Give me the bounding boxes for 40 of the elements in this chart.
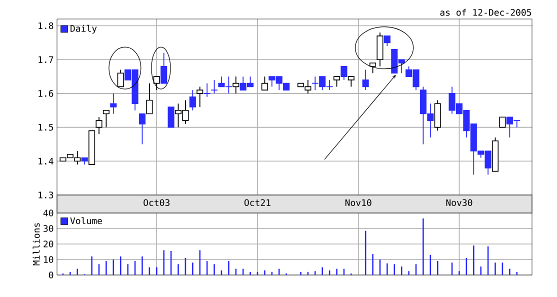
y-tick-label: 0 xyxy=(48,272,54,278)
y-tick-label: 20 xyxy=(44,240,54,248)
candlestick xyxy=(210,79,218,94)
x-tick-label: Oct21 xyxy=(244,199,270,206)
candlestick xyxy=(499,116,506,128)
y-axis-title: Millions xyxy=(32,223,40,266)
candlestick xyxy=(340,66,348,80)
candlestick xyxy=(384,35,390,47)
y-tick-label: 1.3 xyxy=(38,192,54,198)
candlestick xyxy=(146,82,153,114)
candlestick xyxy=(138,113,146,145)
candlestick xyxy=(196,86,204,108)
chart-subtitle: as of 12-Dec-2005 xyxy=(440,8,532,16)
candlestick xyxy=(160,52,168,84)
x-tick-label: Nov10 xyxy=(345,199,372,206)
candlestick xyxy=(96,116,102,135)
candlestick xyxy=(261,76,268,91)
x-tick-label: Nov30 xyxy=(446,199,472,206)
y-tick-label: 30 xyxy=(44,225,54,232)
candlestick xyxy=(333,76,340,88)
candlestick xyxy=(362,69,369,91)
candlestick xyxy=(102,110,110,128)
y-tick-label: 1.6 xyxy=(38,90,54,97)
candlestick xyxy=(203,82,211,98)
y-tick-label: 40 xyxy=(43,210,54,216)
candlestick xyxy=(434,100,441,132)
y-tick-label: 1.4 xyxy=(38,158,54,164)
candlestick xyxy=(232,76,240,94)
y-tick-label: 1.8 xyxy=(38,22,54,30)
x-tick-label: Oct03 xyxy=(144,199,170,206)
legend-label: Volume xyxy=(70,217,102,224)
candlestick xyxy=(168,106,174,128)
y-tick-label: 1.5 xyxy=(38,124,54,131)
y-tick-label: 1.7 xyxy=(38,56,54,63)
candlestick xyxy=(348,76,354,88)
legend-label: Daily xyxy=(70,24,97,34)
candlestick xyxy=(376,32,384,67)
candlestick xyxy=(110,93,117,114)
candlestick xyxy=(189,90,196,111)
y-tick-label: 10 xyxy=(44,256,54,263)
